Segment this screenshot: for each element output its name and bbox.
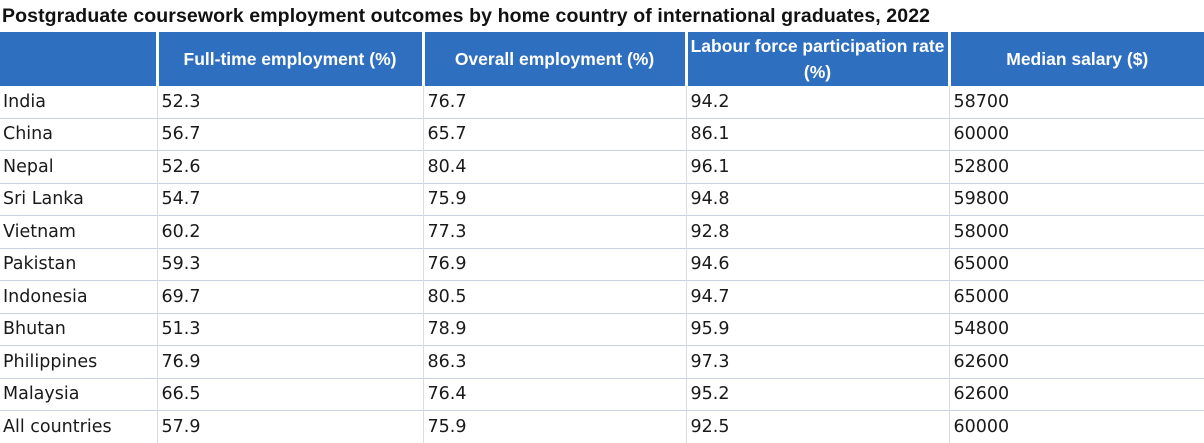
cell-country: Philippines xyxy=(0,345,158,378)
cell-labour-force-participation: 94.6 xyxy=(686,247,950,281)
cell-full-time-employment: 52.3 xyxy=(157,86,424,118)
cell-labour-force-participation: 94.8 xyxy=(686,182,950,216)
cell-overall-employment: 76.9 xyxy=(423,247,687,281)
cell-overall-employment: 65.7 xyxy=(423,117,687,151)
cell-labour-force-participation: 97.3 xyxy=(686,345,950,378)
cell-full-time-employment: 69.7 xyxy=(157,280,424,313)
cell-country: Pakistan xyxy=(0,247,158,281)
cell-country: All countries xyxy=(0,410,158,443)
chart-title: Postgraduate coursework employment outco… xyxy=(2,5,931,27)
header-country xyxy=(0,32,159,86)
cell-median-salary: 59800 xyxy=(949,182,1204,216)
cell-median-salary: 58700 xyxy=(953,91,1010,112)
header-median-salary: Median salary ($) xyxy=(949,32,1204,86)
table-row: All countries 57.9 75.9 92.5 60000 xyxy=(0,410,1204,443)
header-full-time-employment: Full-time employment (%) xyxy=(157,32,425,86)
table-row: Malaysia 66.5 76.4 95.2 62600 xyxy=(0,377,1204,411)
table-row: Nepal 52.6 80.4 96.1 52800 xyxy=(0,150,1204,183)
cell-labour-force-participation: 95.9 xyxy=(686,312,950,346)
table-row: Indonesia 69.7 80.5 94.7 65000 xyxy=(0,280,1204,313)
cell-full-time-employment: 57.9 xyxy=(157,410,424,443)
cell-median-salary: 60000 xyxy=(949,117,1204,151)
cell-labour-force-participation: 95.2 xyxy=(686,377,950,411)
header-overall-employment: Overall employment (%) xyxy=(423,32,688,86)
cell-median-salary: 65000 xyxy=(949,280,1204,313)
table-row: Bhutan 51.3 78.9 95.9 54800 xyxy=(0,312,1204,346)
cell-median-salary: 52800 xyxy=(949,150,1204,183)
table-row: Philippines 76.9 86.3 97.3 62600 xyxy=(0,345,1204,378)
cell-median-salary: 62600 xyxy=(949,377,1204,411)
cell-country: China xyxy=(0,117,158,151)
table-body: India 52.3 76.7 94.2 58700 China 56.7 65.7 86.1 6… xyxy=(0,86,1204,443)
cell-labour-force-participation: 96.1 xyxy=(686,150,950,183)
employment-table: Full-time employment (%) Overall employm… xyxy=(0,32,1204,443)
table-row: Sri Lanka 54.7 75.9 94.8 59800 xyxy=(0,182,1204,216)
cell-country: Vietnam xyxy=(0,215,158,248)
cell-overall-employment: 76.4 xyxy=(423,377,687,411)
cell-labour-force-participation: 92.5 xyxy=(686,410,950,443)
table-row: India 52.3 76.7 94.2 58700 xyxy=(0,86,1204,118)
cell-overall-employment: 76.7 xyxy=(423,86,687,118)
table-row: China 56.7 65.7 86.1 60000 xyxy=(0,117,1204,151)
header-row: Full-time employment (%) Overall employm… xyxy=(0,32,1204,86)
cell-country: Sri Lanka xyxy=(0,182,158,216)
cell-overall-employment: 86.3 xyxy=(423,345,687,378)
cell-labour-force-participation: 94.2 xyxy=(686,86,950,118)
cell-median-salary: 65000 xyxy=(949,247,1204,281)
cell-labour-force-participation: 94.7 xyxy=(686,280,950,313)
cell-country: Bhutan xyxy=(0,312,158,346)
cell-median-salary: 62600 xyxy=(949,345,1204,378)
cell-median-salary: 58000 xyxy=(949,215,1204,248)
cell-country: Malaysia xyxy=(0,377,158,411)
cell-labour-force-participation: 92.8 xyxy=(686,215,950,248)
table-row: Pakistan 59.3 76.9 94.6 65000 xyxy=(0,247,1204,281)
cell-overall-employment: 75.9 xyxy=(423,182,687,216)
cell-country: Indonesia xyxy=(0,280,158,313)
cell-full-time-employment: 76.9 xyxy=(157,345,424,378)
cell-full-time-employment: 60.2 xyxy=(157,215,424,248)
table-row: Vietnam 60.2 77.3 92.8 58000 xyxy=(0,215,1204,248)
cell-full-time-employment: 52.6 xyxy=(157,150,424,183)
cell-overall-employment: 80.5 xyxy=(423,280,687,313)
cell-overall-employment: 77.3 xyxy=(423,215,687,248)
cell-country: Nepal xyxy=(0,150,158,183)
cell-overall-employment: 78.9 xyxy=(423,312,687,346)
cell-full-time-employment: 66.5 xyxy=(157,377,424,411)
cell-overall-employment: 80.4 xyxy=(423,150,687,183)
cell-overall-employment: 75.9 xyxy=(423,410,687,443)
cell-full-time-employment: 56.7 xyxy=(157,117,424,151)
cell-median-salary: 54800 xyxy=(949,312,1204,346)
cell-country: India xyxy=(0,86,158,118)
cell-full-time-employment: 59.3 xyxy=(157,247,424,281)
cell-full-time-employment: 54.7 xyxy=(157,182,424,216)
cell-full-time-employment: 51.3 xyxy=(157,312,424,346)
cell-labour-force-participation: 86.1 xyxy=(686,117,950,151)
cell-median-salary: 60000 xyxy=(949,410,1204,443)
header-labour-force-participation: Labour force participation rate (%) xyxy=(686,32,951,86)
